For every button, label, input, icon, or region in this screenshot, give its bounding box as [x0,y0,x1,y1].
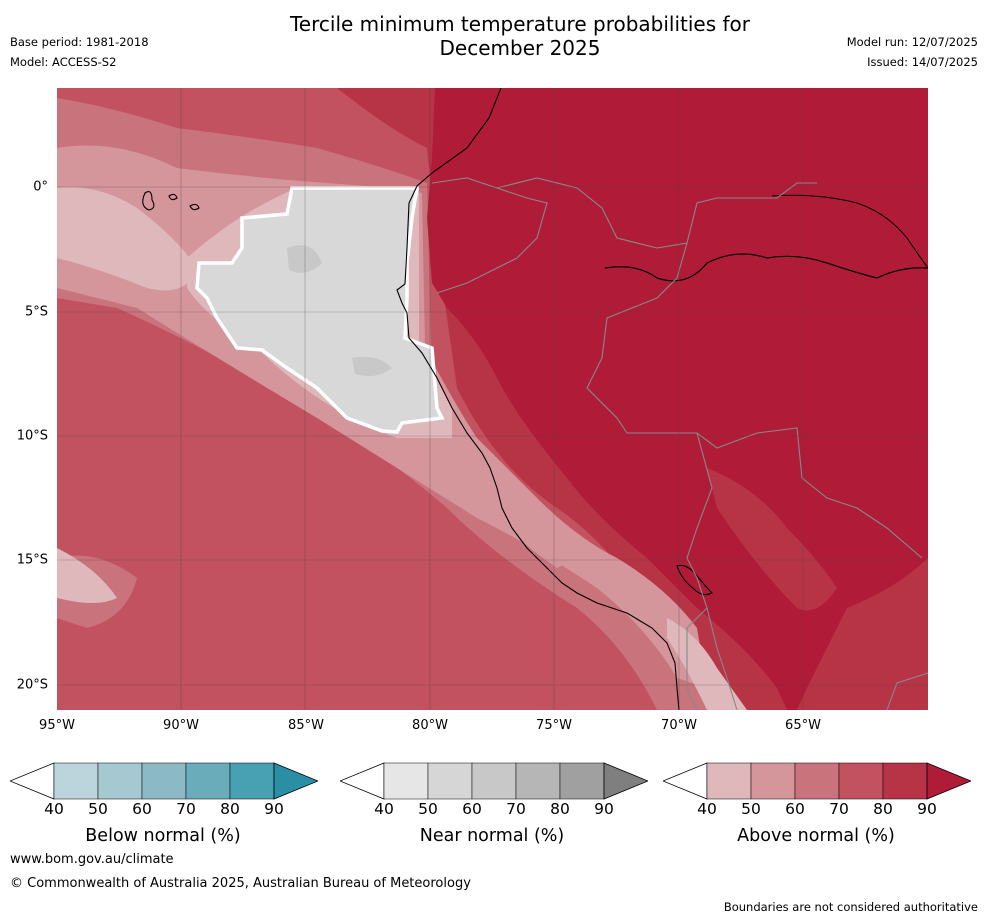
lat-label-10s: 10°S [16,428,48,444]
border-peru-bolivia [686,432,713,710]
footer-boundaries-note: Boundaries are not considered authoritat… [723,900,978,914]
lon-label-80w: 80°W [412,718,448,733]
legend-near-title: Near normal (%) [419,826,565,846]
legend-near-box-3 [515,762,561,800]
legend-near-tick-70: 70 [506,800,526,818]
model-text: Model: ACCESS-S2 [10,55,117,69]
region-above-40-galapagos [88,228,116,244]
legend-above-tick-70: 70 [829,800,849,818]
region-above-80-altiplano [707,468,837,611]
legend-above-title: Above normal (%) [737,826,895,846]
legend-near-extend-low [340,762,385,800]
issued-text: Issued: 14/07/2025 [867,55,978,69]
legend-below-tick-40: 40 [44,800,64,818]
legend-above-box-2 [794,762,840,800]
region-above-40-south-left [57,548,117,603]
border-brazil-peru [586,242,923,559]
legend-above-tick-90: 90 [917,800,937,818]
lon-label-95w: 95°W [39,718,75,733]
legend-above-extend-low [663,762,708,800]
meta-right: Model run: 12/07/2025 Issued: 14/07/2025 [847,32,978,72]
lon-label-85w: 85°W [288,718,324,733]
legend-near-tick-50: 50 [418,800,438,818]
footer-copyright: © Commonwealth of Australia 2025, Austra… [10,876,471,891]
legend-below-box-0 [53,762,99,800]
legend-near-tick-90: 90 [594,800,614,818]
legend-below-title: Below normal (%) [85,826,241,846]
legend-below-box-1 [97,762,143,800]
legend-above-box-0 [706,762,752,800]
legend-below-tick-80: 80 [220,800,240,818]
title-line-1: Tercile minimum temperature probabilitie… [289,12,751,36]
model-run-text: Model run: 12/07/2025 [846,35,978,49]
legend-near-extend-high [603,762,648,800]
base-period-text: Base period: 1981-2018 [10,35,149,49]
galapagos-islands [142,191,200,211]
legend-above-tick-80: 80 [873,800,893,818]
legend-near-box-0 [383,762,429,800]
lon-label-75w: 75°W [536,718,572,733]
lat-label-20s: 20°S [16,677,48,693]
legend-near-colorbar [340,762,648,800]
lat-label-15s: 15°S [16,552,48,568]
region-above-80-andes-south [697,608,787,710]
lat-label-5s: 5°S [24,304,48,320]
border-colombia [496,177,817,249]
legend-near-tick-80: 80 [550,800,570,818]
region-near-outline [195,186,445,434]
title-line-2: December 2025 [439,36,601,60]
legend-below-tick-90: 90 [264,800,284,818]
map-panel[interactable] [57,88,928,710]
legend-below-tick-50: 50 [88,800,108,818]
amazon-river [604,253,928,282]
region-above-40-ocean [57,187,197,291]
coastline [396,88,680,710]
legend-near-box-1 [427,762,473,800]
legend-near-tick-40: 40 [374,800,394,818]
probability-map [57,88,928,710]
lon-label-70w: 70°W [661,718,697,733]
legend-below-colorbar [10,762,318,800]
region-near-60-b [352,356,392,376]
legend-near-tick-60: 60 [462,800,482,818]
legend-below-box-4 [229,762,275,800]
legend-below-box-3 [185,762,231,800]
footer-url-link[interactable]: www.bom.gov.au/climate [10,852,174,867]
lon-label-65w: 65°W [785,718,821,733]
legend-below-extend-low [10,762,55,800]
legend-above-box-1 [750,762,796,800]
map-title: Tercile minimum temperature probabilitie… [220,12,820,60]
meta-left: Base period: 1981-2018 Model: ACCESS-S2 [10,32,149,72]
legend-above-tick-60: 60 [785,800,805,818]
river-north [771,194,928,269]
legend-above-box-3 [838,762,884,800]
legend-above-extend-high [926,762,971,800]
legend-above-tick-40: 40 [697,800,717,818]
border-bolivia-south [886,672,928,710]
legend-above-colorbar [663,762,971,800]
region-near-60-a [287,245,322,273]
legend-above-box-4 [882,762,928,800]
legend-below-tick-70: 70 [176,800,196,818]
lake-titicaca [676,564,713,596]
gridlines [57,88,928,710]
legend-near-box-2 [471,762,517,800]
border-bolivia-chile [706,607,738,710]
legend-below-box-2 [141,762,187,800]
border-ecuador-peru [431,177,548,294]
lon-label-90w: 90°W [163,718,199,733]
lat-label-0: 0° [33,179,48,195]
legend-near-box-4 [559,762,605,800]
region-above-50-peru-coast [497,508,577,568]
legend-below-tick-60: 60 [132,800,152,818]
legend-below-extend-high [273,762,318,800]
legend-above-tick-50: 50 [741,800,761,818]
